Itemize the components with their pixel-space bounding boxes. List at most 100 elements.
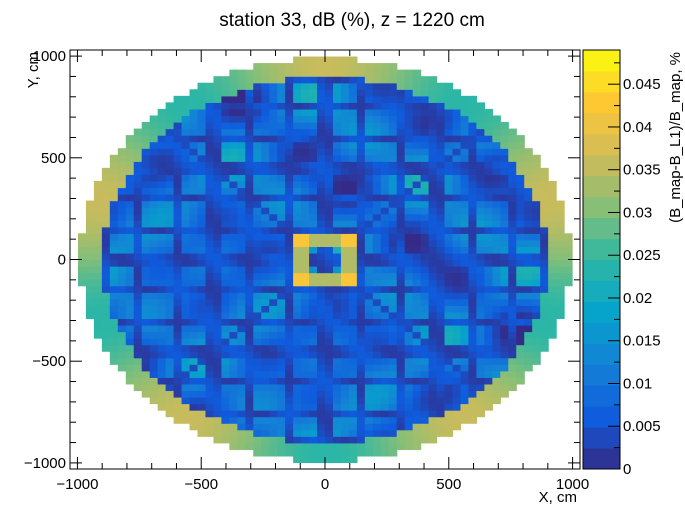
heatmap-cell	[157, 220, 167, 228]
heatmap-cell	[500, 305, 509, 313]
heatmap-cell	[101, 292, 111, 300]
heatmap-cell	[205, 252, 215, 261]
heatmap-cell	[277, 233, 286, 241]
color-scale-band	[583, 70, 620, 93]
heatmap-cell	[364, 161, 374, 169]
heatmap-cell	[285, 324, 294, 333]
heatmap-cell	[245, 396, 254, 405]
heatmap-cell	[404, 266, 414, 274]
heatmap-cell	[532, 200, 541, 208]
heatmap-cell	[269, 141, 278, 149]
heatmap-cell	[181, 390, 191, 398]
heatmap-cell	[325, 226, 334, 234]
heatmap-cell	[213, 292, 223, 300]
heatmap-cell	[396, 148, 406, 156]
heatmap-cell	[524, 279, 533, 287]
heatmap-cell	[245, 344, 254, 352]
heatmap-cell	[117, 246, 127, 254]
heatmap-cell	[388, 364, 398, 372]
heatmap-cell	[564, 272, 573, 280]
heatmap-cell	[93, 200, 103, 208]
heatmap-cell	[468, 200, 478, 208]
heatmap-cell	[293, 370, 302, 378]
heatmap-cell	[269, 311, 278, 320]
heatmap-cell	[356, 239, 366, 248]
heatmap-cell	[133, 364, 143, 372]
heatmap-cell	[157, 108, 167, 117]
heatmap-cell	[261, 213, 270, 221]
heatmap-cell	[356, 213, 366, 221]
heatmap-cell	[412, 351, 422, 359]
heatmap-cell	[285, 187, 294, 195]
heatmap-cell	[77, 233, 87, 241]
heatmap-cell	[277, 305, 286, 313]
heatmap-cell	[293, 213, 302, 221]
heatmap-cell	[412, 442, 422, 450]
heatmap-cell	[420, 410, 430, 418]
heatmap-cell	[388, 207, 398, 215]
heatmap-cell	[309, 56, 318, 64]
heatmap-cell	[165, 390, 175, 398]
heatmap-cell	[261, 180, 270, 189]
heatmap-cell	[356, 410, 366, 418]
heatmap-cell	[380, 272, 390, 280]
heatmap-cell	[356, 390, 366, 398]
heatmap-cell	[237, 364, 246, 372]
heatmap-cell	[524, 292, 533, 300]
heatmap-cell	[436, 344, 446, 352]
heatmap-cell	[356, 383, 366, 392]
heatmap-cell	[261, 331, 270, 339]
heatmap-cell	[516, 135, 525, 143]
heatmap-cell	[293, 324, 302, 333]
heatmap-cell	[285, 148, 294, 156]
heatmap-cell	[85, 246, 95, 254]
heatmap-cell	[325, 410, 334, 418]
heatmap-cell	[556, 266, 565, 274]
heatmap-cell	[340, 63, 350, 71]
heatmap-cell	[301, 115, 310, 123]
heatmap-cell	[380, 161, 390, 169]
heatmap-cell	[165, 305, 175, 313]
heatmap-cell	[332, 266, 342, 274]
heatmap-cell	[197, 213, 207, 221]
heatmap-cell	[332, 436, 342, 444]
heatmap-cell	[516, 239, 525, 248]
heatmap-cell	[452, 318, 462, 326]
heatmap-cell	[516, 292, 525, 300]
heatmap-cell	[261, 252, 270, 261]
heatmap-cell	[548, 305, 557, 313]
heatmap-cell	[197, 416, 207, 424]
heatmap-cell	[380, 187, 390, 195]
heatmap-cell	[460, 167, 470, 175]
heatmap-cell	[293, 357, 302, 365]
heatmap-cell	[444, 305, 454, 313]
heatmap-cell	[460, 102, 470, 110]
heatmap-cell	[157, 239, 167, 248]
heatmap-cell	[117, 187, 127, 195]
heatmap-cell	[133, 298, 143, 306]
heatmap-cell	[325, 187, 334, 195]
heatmap-cell	[293, 128, 302, 136]
heatmap-cell	[380, 76, 390, 84]
heatmap-cell	[261, 76, 270, 84]
heatmap-cell	[253, 351, 262, 359]
heatmap-cell	[149, 226, 159, 234]
heatmap-cell	[364, 298, 374, 306]
heatmap-cell	[516, 233, 525, 241]
heatmap-cell	[157, 135, 167, 143]
heatmap-cell	[165, 115, 175, 123]
heatmap-cell	[380, 298, 390, 306]
heatmap-cell	[165, 266, 175, 274]
heatmap-cell	[348, 194, 358, 202]
heatmap-cell	[556, 305, 565, 313]
heatmap-cell	[93, 292, 103, 300]
heatmap-cell	[117, 259, 127, 267]
heatmap-cell	[348, 442, 358, 450]
heatmap-cell	[325, 200, 334, 208]
heatmap-cell	[356, 266, 366, 274]
heatmap-cell	[277, 154, 286, 162]
heatmap-cell	[269, 226, 278, 234]
heatmap-cell	[412, 272, 422, 280]
heatmap-cell	[548, 259, 557, 267]
heatmap-cell	[293, 344, 302, 352]
